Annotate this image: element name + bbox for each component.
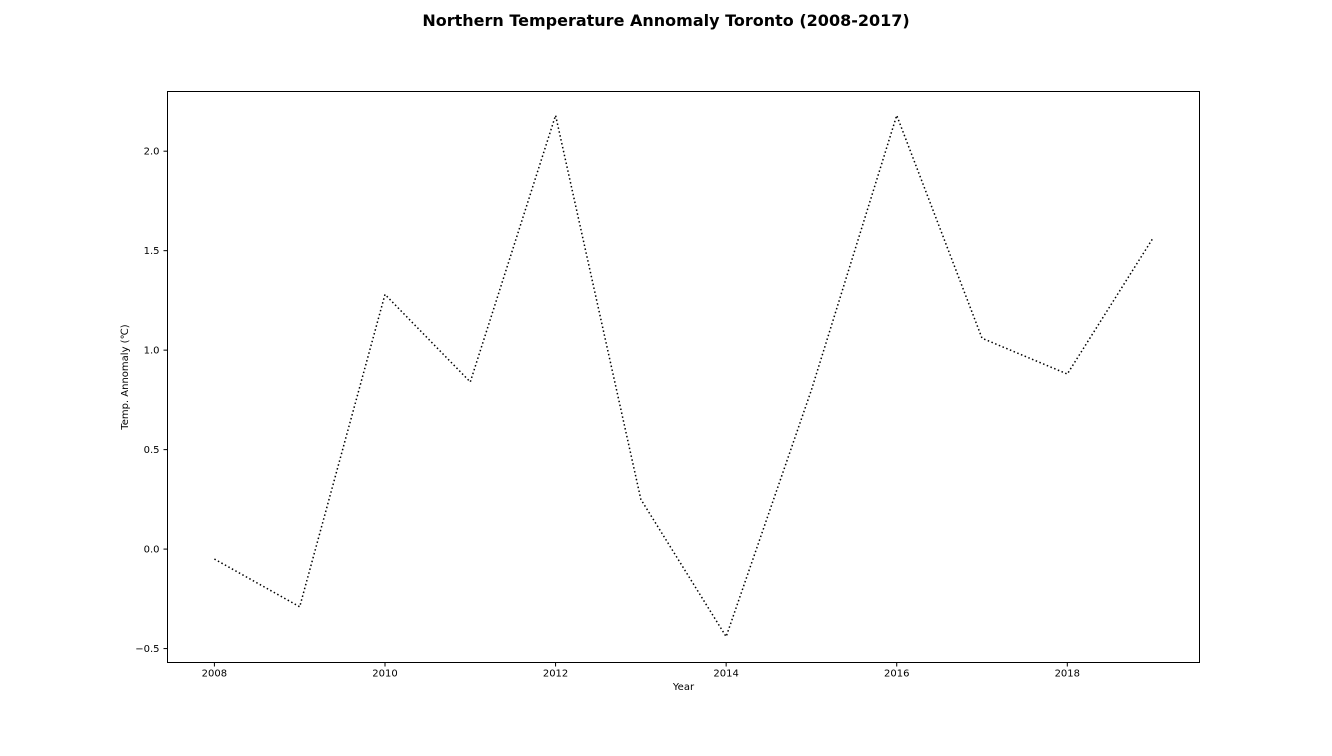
y-axis-ticks: −0.5 0.0 0.5 1.0 1.5 2.0 bbox=[135, 147, 168, 655]
x-tick-label: 2010 bbox=[372, 669, 397, 680]
y-tick-label: 2.0 bbox=[144, 147, 160, 158]
x-axis-ticks: 2008 2010 2012 2014 2016 2018 bbox=[202, 662, 1080, 680]
series-line-0 bbox=[214, 112, 1154, 639]
x-tick-label: 2014 bbox=[713, 669, 738, 680]
x-tick-label: 2016 bbox=[884, 669, 909, 680]
y-tick-label: 1.0 bbox=[144, 346, 160, 357]
y-tick-label: 0.0 bbox=[144, 545, 160, 556]
x-tick-label: 2008 bbox=[202, 669, 227, 680]
chart-title: Northern Temperature Annomaly Toronto (2… bbox=[422, 11, 910, 30]
x-tick-label: 2018 bbox=[1055, 669, 1080, 680]
y-tick-label: 1.5 bbox=[144, 246, 160, 257]
plot-lines-group bbox=[214, 112, 1154, 639]
plot-frame bbox=[167, 91, 1200, 663]
x-tick-label: 2012 bbox=[543, 669, 568, 680]
y-axis-label: Temp. Annomaly (℃) bbox=[120, 324, 131, 431]
x-axis-label: Year bbox=[672, 682, 695, 693]
y-tick-label: −0.5 bbox=[135, 644, 159, 655]
y-tick-label: 0.5 bbox=[144, 445, 160, 456]
